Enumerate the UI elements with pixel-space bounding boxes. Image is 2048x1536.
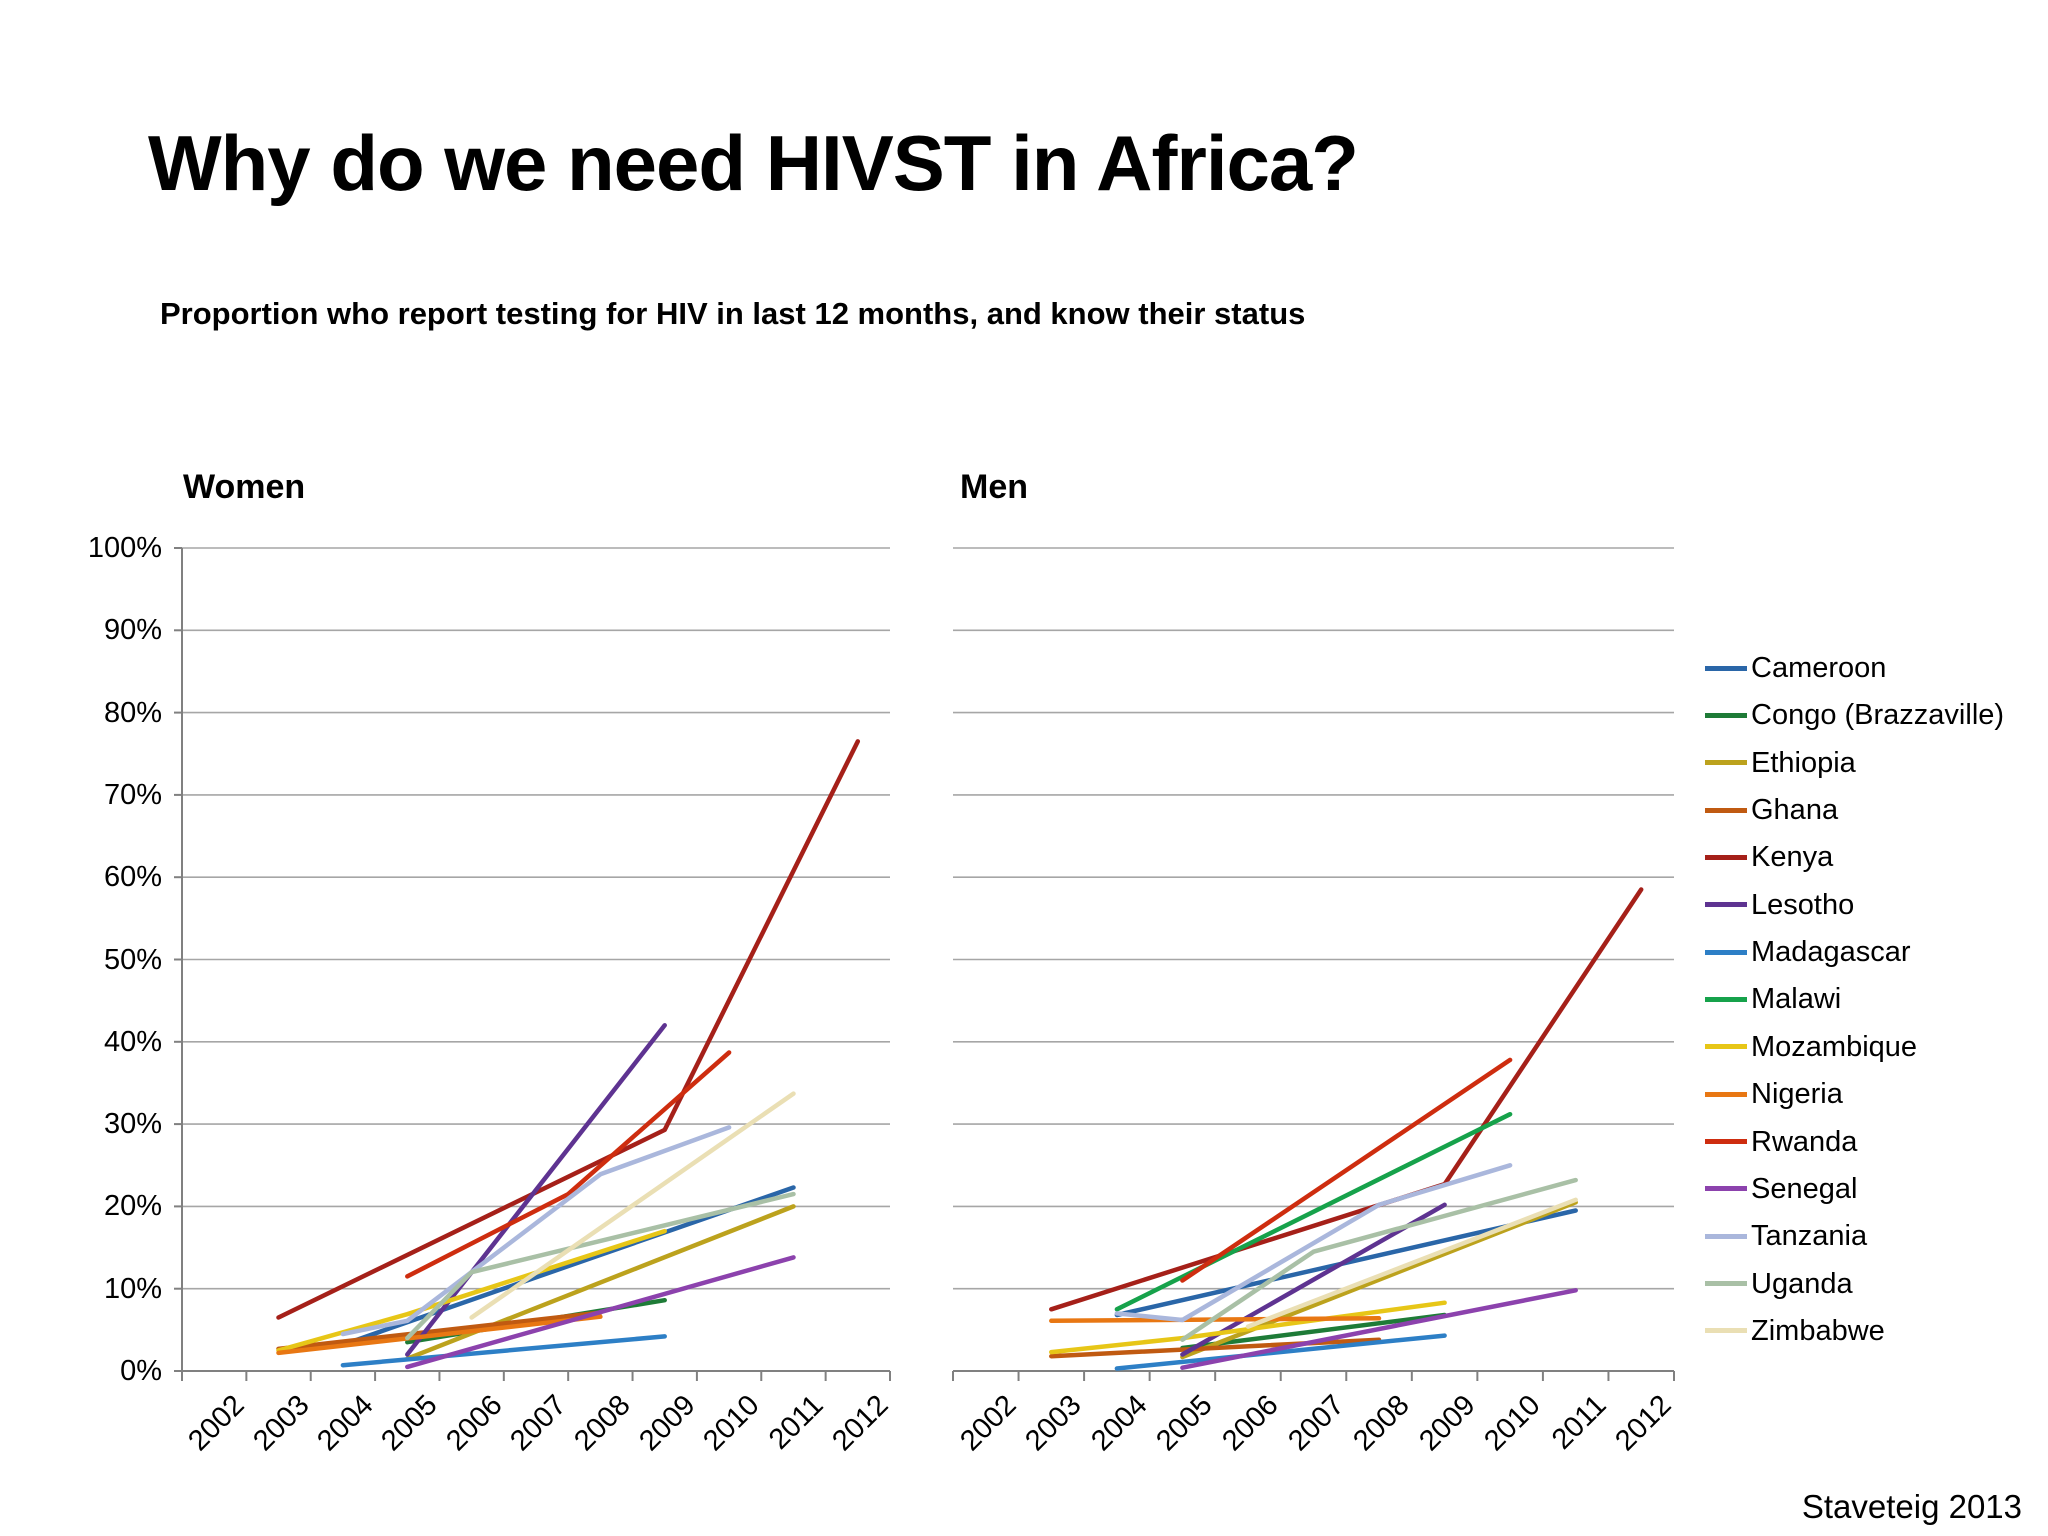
y-tick-label: 40%	[103, 1025, 162, 1058]
y-tick-label: 100%	[87, 532, 162, 564]
series-line-uganda	[405, 1191, 796, 1341]
series-line-ghana	[276, 1310, 603, 1352]
legend-label: Lesotho	[1751, 888, 1855, 921]
series-line-madagascar	[340, 1334, 667, 1368]
legend-label: Uganda	[1751, 1267, 1853, 1300]
series-line-mozambique	[276, 1228, 667, 1353]
y-tick-label: 50%	[103, 943, 162, 976]
legend-label: Ethiopia	[1751, 746, 1856, 779]
legend-color-line	[1705, 902, 1747, 908]
chart-subtitle: Proportion who report testing for HIV in…	[160, 296, 1306, 331]
legend-item: Zimbabwe	[1705, 1314, 1885, 1348]
legend-color-line	[1705, 1139, 1747, 1144]
series-line-rwanda	[405, 1050, 732, 1279]
legend-item: Lesotho	[1705, 888, 1854, 922]
series-line-nigeria	[276, 1314, 603, 1356]
series-line-madagascar	[1114, 1333, 1447, 1371]
legend-label: Rwanda	[1751, 1125, 1858, 1158]
legend-label: Tanzania	[1751, 1220, 1868, 1253]
legend-color-line	[1705, 1281, 1747, 1287]
legend-item: Malawi	[1705, 982, 1841, 1016]
legend-item: Tanzania	[1705, 1219, 1867, 1253]
legend-color-line	[1705, 1091, 1747, 1097]
legend-color-line	[1705, 996, 1747, 1002]
legend-item: Ethiopia	[1705, 746, 1856, 780]
y-tick-label: 70%	[103, 778, 162, 811]
legend-label: Kenya	[1751, 841, 1834, 874]
y-tick-label: 80%	[103, 696, 162, 729]
panel-title-women: Women	[183, 468, 306, 506]
series-line-uganda	[1180, 1177, 1578, 1342]
legend-color-line	[1705, 949, 1747, 955]
legend-color-line	[1705, 665, 1747, 671]
legend-color-line	[1705, 807, 1747, 813]
legend-label: Senegal	[1751, 1172, 1858, 1205]
legend-color-line	[1705, 1044, 1747, 1050]
legend-label: Zimbabwe	[1751, 1314, 1885, 1347]
legend-color-line	[1705, 760, 1747, 766]
legend-label: Nigeria	[1751, 1078, 1843, 1111]
series-line-zimbabwe	[1245, 1197, 1578, 1329]
legend-label: Ghana	[1751, 794, 1839, 827]
legend-label: Madagascar	[1751, 936, 1911, 969]
legend-item: Rwanda	[1705, 1125, 1857, 1159]
legend-color-line	[1705, 1233, 1747, 1239]
panel-title-men: Men	[960, 468, 1028, 506]
page-title: Why do we need HIVST in Africa?	[148, 119, 1359, 207]
legend-color-line	[1705, 712, 1747, 718]
series-line-senegal	[405, 1255, 796, 1370]
series-line-ghana	[1049, 1337, 1382, 1359]
legend-item: Senegal	[1705, 1172, 1857, 1206]
credit-text: Staveteig 2013	[1801, 1488, 2022, 1525]
legend-item: Madagascar	[1705, 935, 1911, 969]
legend-item: Ghana	[1705, 793, 1838, 827]
legend-item: Uganda	[1705, 1267, 1853, 1301]
legend-label: Mozambique	[1751, 1030, 1918, 1063]
legend-color-line	[1705, 1186, 1747, 1192]
series-line-tanzania	[340, 1125, 732, 1337]
series-line-tanzania	[1114, 1163, 1513, 1323]
legend-label: Malawi	[1751, 983, 1842, 1016]
legend-item: Congo (Brazzaville)	[1705, 698, 2004, 732]
y-tick-label: 20%	[103, 1190, 162, 1223]
legend-color-line	[1705, 1328, 1747, 1334]
y-tick-label: 90%	[103, 614, 162, 647]
legend-item: Kenya	[1705, 840, 1833, 874]
legend-item: Cameroon	[1705, 651, 1886, 685]
y-tick-label: 30%	[103, 1108, 162, 1141]
legend-label: Cameroon	[1751, 652, 1887, 684]
y-tick-label: 0%	[120, 1355, 162, 1387]
series-line-rwanda	[1180, 1057, 1513, 1283]
y-tick-label: 10%	[103, 1272, 162, 1305]
series-line-senegal	[1180, 1288, 1578, 1370]
series-line-kenya	[276, 739, 861, 1320]
series-line-zimbabwe	[469, 1091, 796, 1320]
legend-item: Mozambique	[1705, 1030, 1917, 1064]
legend-item: Nigeria	[1705, 1077, 1843, 1111]
series-line-malawi	[1114, 1111, 1513, 1312]
legend-label: Congo (Brazzaville)	[1751, 699, 2005, 732]
legend-color-line	[1705, 854, 1747, 860]
series-line-congo-brazzaville-	[1180, 1312, 1447, 1351]
y-tick-label: 60%	[103, 861, 162, 894]
